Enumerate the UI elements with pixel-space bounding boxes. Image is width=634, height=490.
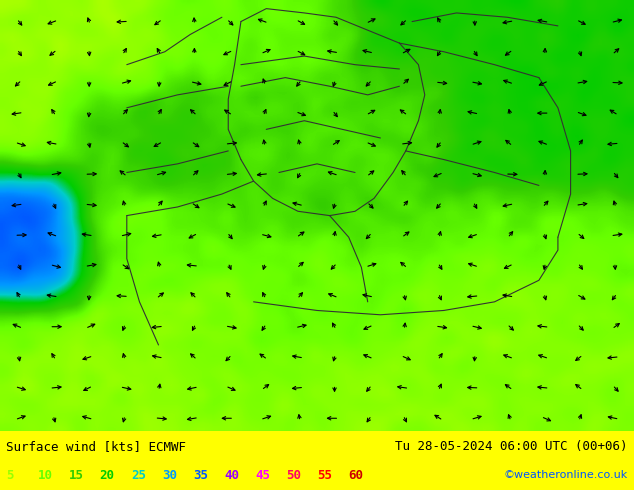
Text: 30: 30 bbox=[162, 469, 177, 482]
Text: 10: 10 bbox=[37, 469, 53, 482]
Text: 45: 45 bbox=[256, 469, 270, 482]
Text: Surface wind [kts] ECMWF: Surface wind [kts] ECMWF bbox=[6, 440, 186, 453]
Text: 40: 40 bbox=[224, 469, 239, 482]
Text: 25: 25 bbox=[131, 469, 146, 482]
Text: 50: 50 bbox=[287, 469, 301, 482]
Text: 20: 20 bbox=[100, 469, 115, 482]
Text: Tu 28-05-2024 06:00 UTC (00+06): Tu 28-05-2024 06:00 UTC (00+06) bbox=[395, 440, 628, 453]
Text: 60: 60 bbox=[349, 469, 364, 482]
Text: ©weatheronline.co.uk: ©weatheronline.co.uk bbox=[503, 470, 628, 480]
Text: 15: 15 bbox=[68, 469, 84, 482]
Text: 55: 55 bbox=[318, 469, 333, 482]
Text: 35: 35 bbox=[193, 469, 208, 482]
Text: 5: 5 bbox=[6, 469, 14, 482]
